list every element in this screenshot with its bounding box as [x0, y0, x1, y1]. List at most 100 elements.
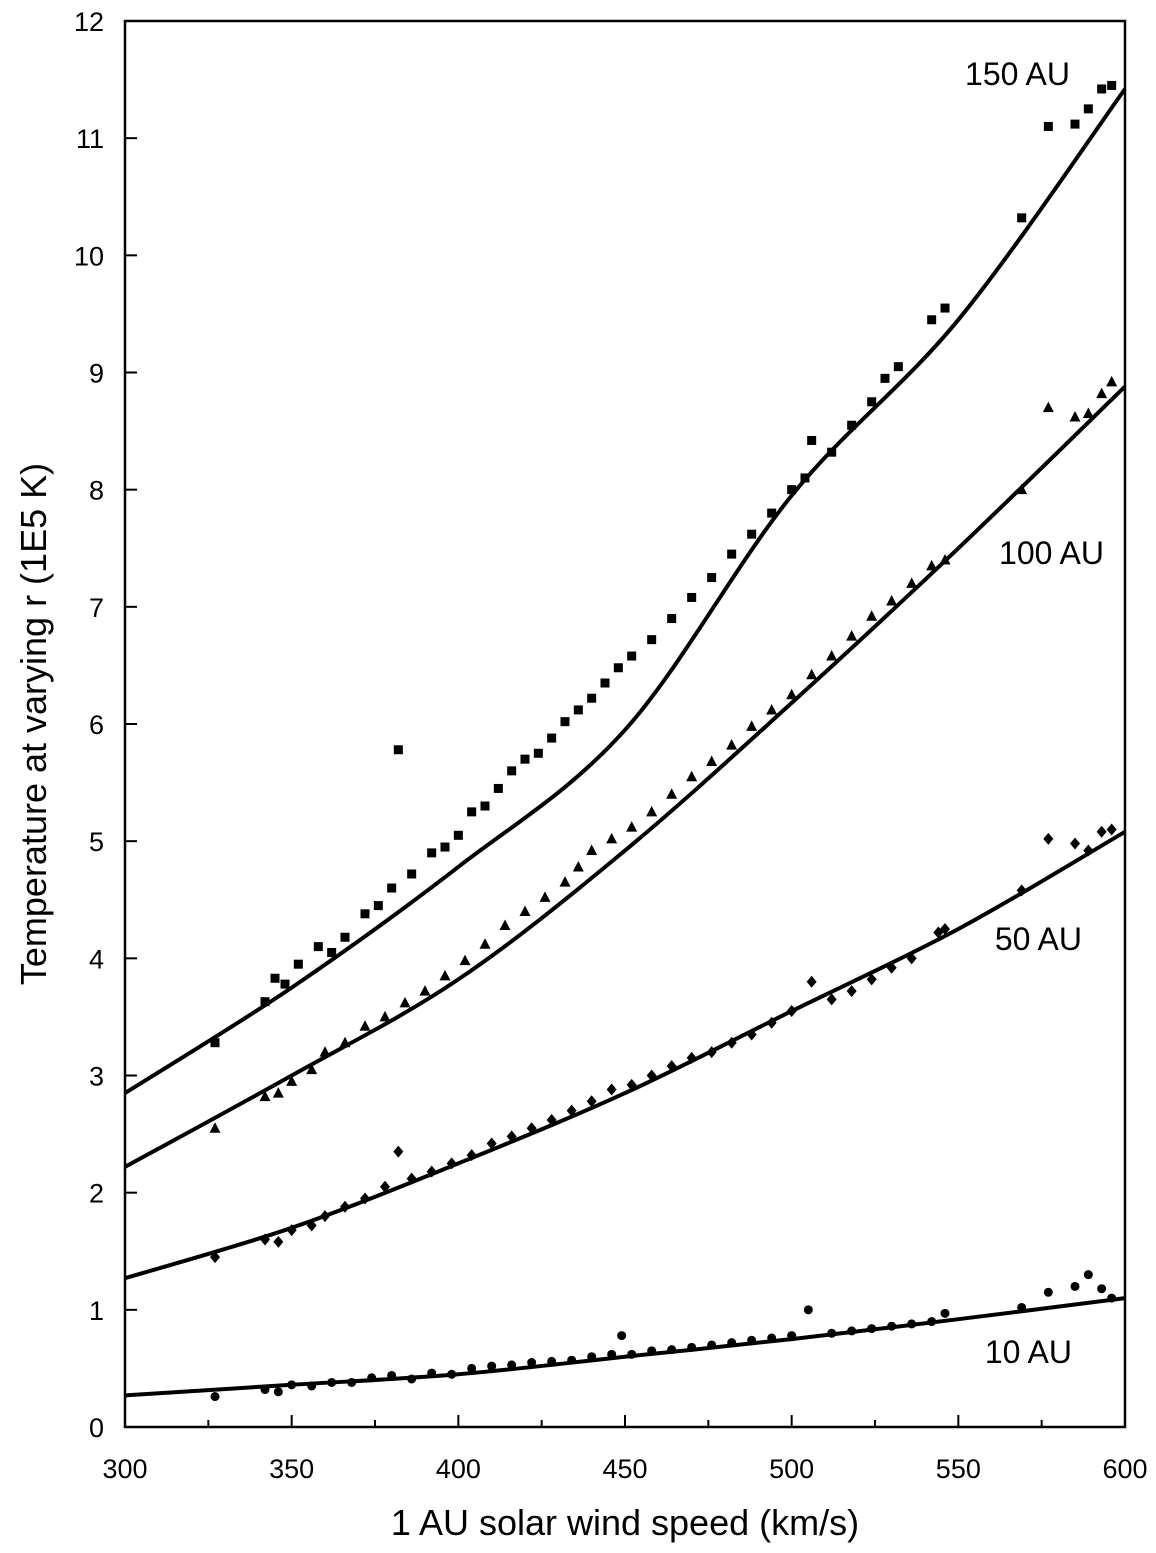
square-marker [520, 754, 530, 764]
triangle-marker [886, 594, 898, 606]
square-marker [707, 573, 717, 583]
circle-marker [260, 1385, 270, 1395]
square-marker [893, 362, 903, 372]
square-marker [467, 807, 477, 817]
triangle-marker [399, 996, 411, 1008]
square-marker [533, 748, 543, 758]
circle-marker [567, 1355, 577, 1365]
triangle-marker [479, 938, 491, 949]
diamond-marker [1016, 884, 1027, 897]
triangle-marker [519, 905, 531, 916]
circle-marker [547, 1356, 557, 1366]
square-marker [647, 635, 657, 645]
triangle-marker [746, 720, 758, 731]
circle-marker [927, 1317, 937, 1327]
series-label: 10 AU [985, 1334, 1072, 1370]
square-marker [667, 614, 677, 624]
square-marker [373, 901, 383, 911]
diamond-marker [210, 1251, 220, 1264]
x-tick-label: 500 [769, 1454, 814, 1484]
y-tick-label: 7 [89, 593, 104, 623]
triangle-marker [379, 1010, 391, 1022]
square-marker [280, 979, 290, 989]
circle-marker [1017, 1302, 1027, 1312]
square-marker [787, 485, 797, 495]
fit-curve-0 [123, 87, 1127, 1095]
square-marker [440, 842, 450, 852]
square-marker [600, 678, 610, 688]
square-marker [547, 733, 557, 743]
triangle-marker [726, 739, 738, 750]
square-marker [560, 717, 570, 727]
circle-marker [347, 1377, 357, 1387]
triangle-marker [272, 1087, 284, 1098]
triangle-marker [606, 832, 618, 844]
circle-marker [447, 1369, 457, 1379]
circle-marker [507, 1360, 517, 1370]
circle-marker [273, 1387, 283, 1397]
triangle-marker [1106, 375, 1118, 387]
circle-marker [327, 1377, 337, 1387]
circle-marker [1097, 1284, 1107, 1294]
diamond-marker [746, 1028, 757, 1041]
triangle-marker [806, 668, 818, 680]
triangle-marker [766, 703, 778, 715]
square-marker [1083, 104, 1093, 114]
triangle-marker [786, 688, 798, 700]
y-tick-label: 11 [76, 124, 104, 154]
x-tick-label: 300 [102, 1454, 147, 1484]
circle-marker [407, 1374, 417, 1384]
triangle-marker [209, 1122, 221, 1133]
square-marker [1070, 119, 1080, 129]
triangle-marker [319, 1046, 331, 1057]
x-tick-label: 600 [1102, 1454, 1147, 1484]
circle-marker [687, 1342, 697, 1352]
circle-marker [827, 1328, 837, 1338]
triangle-marker [926, 559, 938, 571]
circle-marker [747, 1335, 757, 1345]
triangle-marker [939, 553, 951, 565]
diamond-marker [726, 1036, 737, 1049]
plot-frame [123, 19, 1127, 1429]
fit-curve-1 [124, 385, 1127, 1169]
triangle-marker [1082, 407, 1094, 419]
triangle-marker [499, 919, 511, 931]
fit-curve-2 [124, 830, 1127, 1281]
square-marker [767, 508, 777, 518]
curve-labels: 150 AU 100 AU 50 AU 10 AU [965, 56, 1104, 1370]
triangle-marker [626, 821, 638, 832]
data-markers [209, 80, 1118, 1402]
square-marker [313, 942, 323, 952]
circle-marker [647, 1346, 657, 1356]
circle-marker [427, 1368, 437, 1378]
circle-marker [607, 1349, 617, 1359]
triangle-marker [286, 1075, 298, 1086]
circle-marker [940, 1308, 950, 1318]
diamond-marker [1106, 823, 1117, 836]
circle-marker [307, 1381, 317, 1391]
square-marker [480, 801, 490, 811]
y-tick-label: 5 [89, 827, 104, 857]
circle-marker [787, 1331, 797, 1341]
diamond-marker [566, 1104, 577, 1117]
diamond-marker [706, 1046, 717, 1059]
circle-marker [1070, 1281, 1080, 1291]
triangle-marker [906, 577, 918, 588]
triangle-marker [1096, 387, 1108, 399]
square-marker [800, 473, 810, 483]
diamond-marker [826, 993, 837, 1006]
triangle-marker [646, 805, 658, 817]
diamond-marker [786, 1005, 797, 1018]
diamond-marker [1043, 832, 1054, 845]
y-tick-label: 0 [89, 1413, 104, 1443]
square-marker [507, 766, 517, 776]
circle-marker [803, 1305, 813, 1315]
diamond-marker [466, 1149, 477, 1162]
square-marker [493, 783, 503, 793]
square-marker [407, 869, 417, 879]
diamond-marker [380, 1180, 390, 1193]
x-tick-label: 400 [436, 1454, 481, 1484]
square-marker [270, 973, 280, 983]
x-tick-label: 550 [936, 1454, 981, 1484]
